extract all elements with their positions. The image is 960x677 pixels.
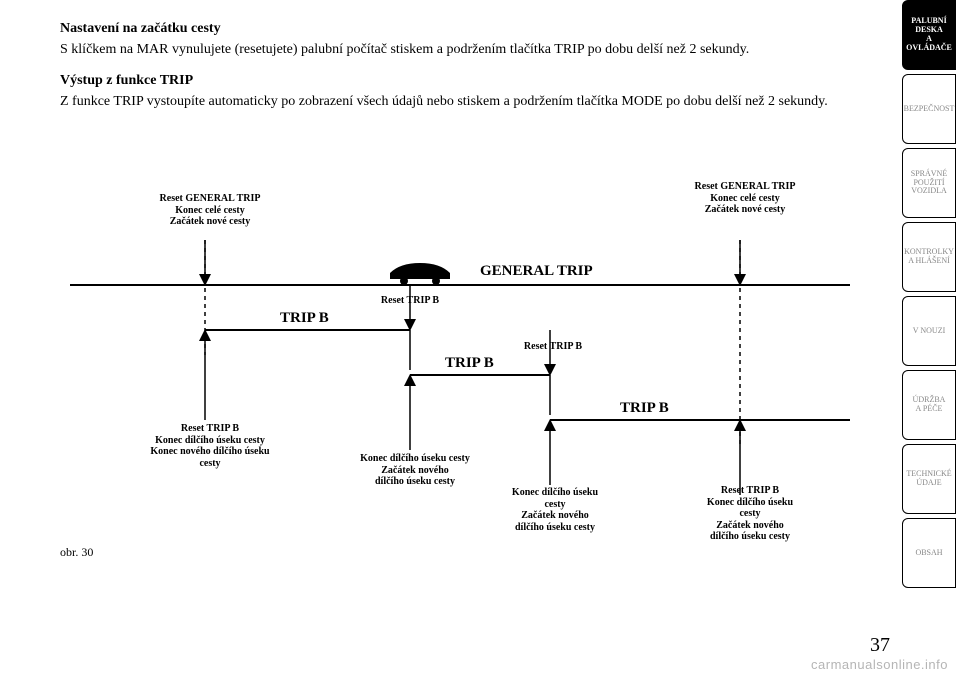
tab-dashboard[interactable]: PALUBNÍ DESKA A OVLÁDAČE — [902, 0, 956, 70]
cap-reset-tripb-2: Reset TRIP B — [360, 295, 460, 307]
tab-usage[interactable]: SPRÁVNÉ POUŽITÍ VOZIDLA — [902, 148, 956, 218]
cap-reset-tripb-1: Reset TRIP B Konec dílčího úseku cesty K… — [130, 423, 290, 469]
cap-reset-tripb-3: Reset TRIP B — [508, 341, 598, 353]
tab-emergency[interactable]: V NOUZI — [902, 296, 956, 366]
body-text: Nastavení na začátku cesty S klíčkem na … — [60, 20, 860, 124]
cap-reset-tripb-4: Reset TRIP B Konec dílčího úseku cesty Z… — [675, 485, 825, 543]
section1-title: Nastavení na začátku cesty — [60, 20, 860, 39]
tab-maintenance[interactable]: ÚDRŽBA A PÉČE — [902, 370, 956, 440]
section2-body: Z funkce TRIP vystoupíte automaticky po … — [60, 93, 860, 112]
cap-reset-general-1: Reset GENERAL TRIP Konec celé cesty Začá… — [140, 193, 280, 228]
tab-warnings[interactable]: KONTROLKY A HLÁŠENÍ — [902, 222, 956, 292]
tab-techdata[interactable]: TECHNICKÉ ÚDAJE — [902, 444, 956, 514]
cap-end-partial-1: Konec dílčího úseku cesty Začátek nového… — [345, 453, 485, 488]
cap-end-partial-2: Konec dílčího úseku cesty Začátek nového… — [485, 487, 625, 533]
section1-body: S klíčkem na MAR vynulujete (resetujete)… — [60, 41, 860, 60]
watermark: carmanualsonline.info — [811, 657, 948, 672]
figure-caption: obr. 30 — [60, 545, 93, 560]
tab-index[interactable]: OBSAH — [902, 518, 956, 588]
tab-safety[interactable]: BEZPEČNOST — [902, 74, 956, 144]
section2-title: Výstup z funkce TRIP — [60, 72, 860, 91]
label-tripb-2: TRIP B — [445, 355, 494, 372]
cap-reset-general-2: Reset GENERAL TRIP Konec celé cesty Začá… — [670, 181, 820, 216]
trip-diagram: GENERAL TRIP TRIP B TRIP B TRIP B Reset … — [60, 185, 860, 585]
label-tripb-1: TRIP B — [280, 310, 329, 327]
side-tabs: PALUBNÍ DESKA A OVLÁDAČE BEZPEČNOST SPRÁ… — [902, 0, 960, 677]
page-number: 37 — [870, 634, 890, 657]
car-icon — [390, 263, 450, 285]
label-general-trip: GENERAL TRIP — [480, 263, 593, 280]
label-tripb-3: TRIP B — [620, 400, 669, 417]
